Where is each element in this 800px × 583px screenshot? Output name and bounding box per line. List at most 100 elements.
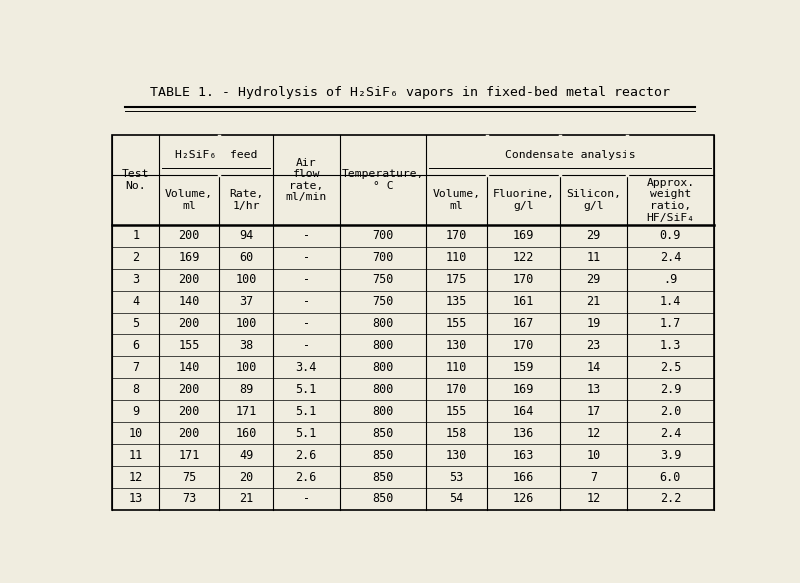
Text: Fluorine,
g/l: Fluorine, g/l (493, 189, 554, 211)
Text: -: - (302, 493, 310, 505)
Text: 140: 140 (178, 295, 200, 308)
Text: H₂SiF₆  feed: H₂SiF₆ feed (174, 150, 258, 160)
Text: 20: 20 (239, 470, 253, 483)
Text: 136: 136 (513, 427, 534, 440)
Text: 3: 3 (132, 273, 139, 286)
Text: -: - (302, 295, 310, 308)
Text: -: - (302, 251, 310, 264)
Text: 5.1: 5.1 (295, 427, 317, 440)
Text: 169: 169 (513, 229, 534, 243)
Text: Volume,
ml: Volume, ml (165, 189, 214, 211)
Text: 1.7: 1.7 (660, 317, 681, 330)
Text: 160: 160 (235, 427, 257, 440)
Text: 158: 158 (446, 427, 467, 440)
Text: 10: 10 (586, 448, 601, 462)
Text: -: - (302, 229, 310, 243)
Text: -: - (302, 317, 310, 330)
Text: 1: 1 (132, 229, 139, 243)
Text: 37: 37 (239, 295, 253, 308)
Text: 2: 2 (132, 251, 139, 264)
Text: 200: 200 (178, 273, 200, 286)
Text: 159: 159 (513, 361, 534, 374)
Text: 8: 8 (132, 383, 139, 396)
Text: 0.9: 0.9 (660, 229, 681, 243)
Text: 13: 13 (586, 383, 601, 396)
Text: 19: 19 (586, 317, 601, 330)
Text: 5.1: 5.1 (295, 383, 317, 396)
Text: 161: 161 (513, 295, 534, 308)
Text: TABLE 1. - Hydrolysis of H₂SiF₆ vapors in fixed-bed metal reactor: TABLE 1. - Hydrolysis of H₂SiF₆ vapors i… (150, 86, 670, 99)
Text: 800: 800 (372, 339, 394, 352)
Text: 2.5: 2.5 (660, 361, 681, 374)
Text: 800: 800 (372, 405, 394, 417)
Text: 140: 140 (178, 361, 200, 374)
Text: 800: 800 (372, 361, 394, 374)
Text: 100: 100 (235, 361, 257, 374)
Text: 170: 170 (446, 229, 467, 243)
Text: 169: 169 (513, 383, 534, 396)
Text: Approx.
weight
ratio,
HF/SiF₄: Approx. weight ratio, HF/SiF₄ (646, 178, 694, 223)
Text: 850: 850 (372, 448, 394, 462)
Text: 164: 164 (513, 405, 534, 417)
Text: 21: 21 (239, 493, 253, 505)
Text: 6.0: 6.0 (660, 470, 681, 483)
Text: 3.9: 3.9 (660, 448, 681, 462)
Text: Condensate analysis: Condensate analysis (505, 150, 635, 160)
Text: 11: 11 (129, 448, 143, 462)
Text: 800: 800 (372, 383, 394, 396)
Text: 850: 850 (372, 493, 394, 505)
Text: 6: 6 (132, 339, 139, 352)
Text: 2.6: 2.6 (295, 470, 317, 483)
Text: Air
flow
rate,
ml/min: Air flow rate, ml/min (286, 157, 327, 202)
Text: 122: 122 (513, 251, 534, 264)
Text: 169: 169 (178, 251, 200, 264)
Text: 200: 200 (178, 229, 200, 243)
Text: 163: 163 (513, 448, 534, 462)
Text: 5.1: 5.1 (295, 405, 317, 417)
Text: 800: 800 (372, 317, 394, 330)
Text: .9: .9 (663, 273, 678, 286)
Text: 175: 175 (446, 273, 467, 286)
Text: 49: 49 (239, 448, 253, 462)
Text: 155: 155 (178, 339, 200, 352)
Text: 23: 23 (586, 339, 601, 352)
Text: 5: 5 (132, 317, 139, 330)
Text: 100: 100 (235, 273, 257, 286)
Text: 130: 130 (446, 448, 467, 462)
Text: 29: 29 (586, 273, 601, 286)
Text: 170: 170 (446, 383, 467, 396)
Text: 171: 171 (178, 448, 200, 462)
Text: 73: 73 (182, 493, 196, 505)
Text: 700: 700 (372, 229, 394, 243)
Text: 171: 171 (235, 405, 257, 417)
Text: 9: 9 (132, 405, 139, 417)
Text: Rate,
1/hr: Rate, 1/hr (229, 189, 263, 211)
Text: 10: 10 (129, 427, 143, 440)
Text: 94: 94 (239, 229, 253, 243)
Text: 700: 700 (372, 251, 394, 264)
Text: 200: 200 (178, 405, 200, 417)
Text: 200: 200 (178, 317, 200, 330)
Text: 100: 100 (235, 317, 257, 330)
Text: 750: 750 (372, 295, 394, 308)
Text: -: - (302, 339, 310, 352)
Text: 126: 126 (513, 493, 534, 505)
Text: 12: 12 (586, 427, 601, 440)
Text: 2.6: 2.6 (295, 448, 317, 462)
Text: 38: 38 (239, 339, 253, 352)
Text: 110: 110 (446, 361, 467, 374)
Text: 167: 167 (513, 317, 534, 330)
Text: 12: 12 (586, 493, 601, 505)
Text: 135: 135 (446, 295, 467, 308)
Text: 7: 7 (132, 361, 139, 374)
Text: 850: 850 (372, 470, 394, 483)
Text: 7: 7 (590, 470, 597, 483)
Text: 12: 12 (129, 470, 143, 483)
Text: 11: 11 (586, 251, 601, 264)
Text: 200: 200 (178, 383, 200, 396)
Text: 2.0: 2.0 (660, 405, 681, 417)
Text: Silicon,
g/l: Silicon, g/l (566, 189, 621, 211)
Text: 1.3: 1.3 (660, 339, 681, 352)
Text: 170: 170 (513, 339, 534, 352)
Text: 14: 14 (586, 361, 601, 374)
